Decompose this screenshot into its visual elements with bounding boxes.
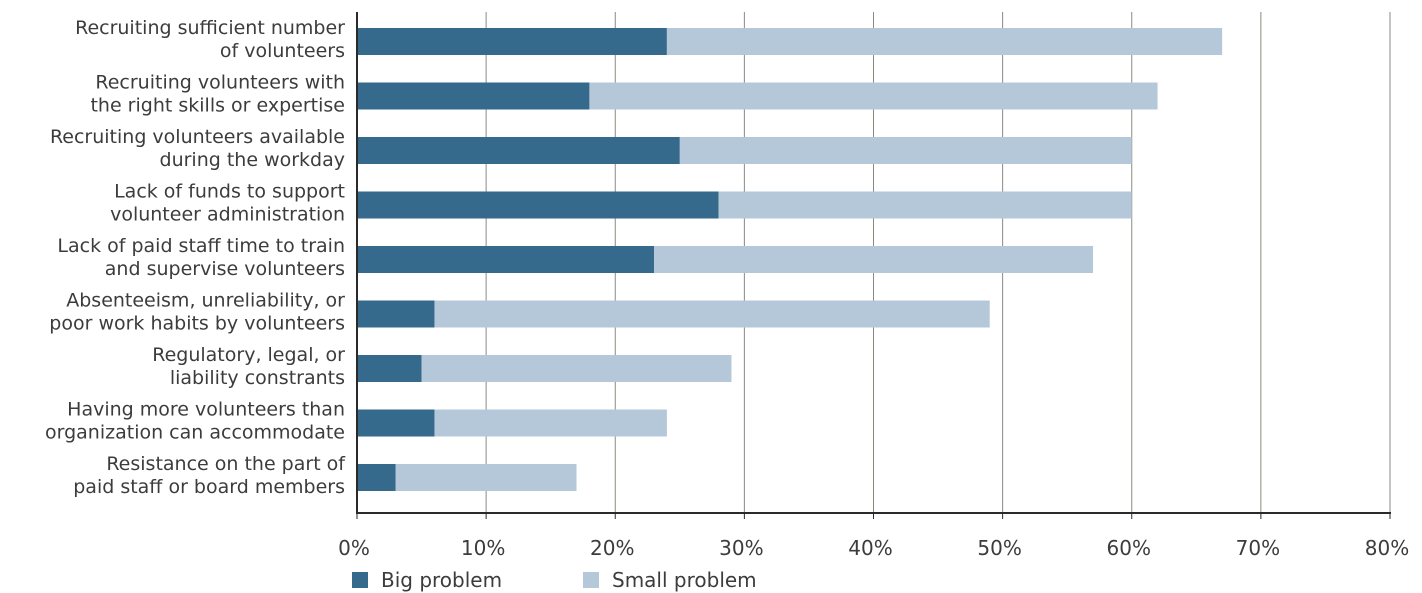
legend-swatch — [583, 572, 599, 588]
x-tick-label: 70% — [1236, 536, 1280, 560]
bar-small-problem — [421, 355, 732, 382]
bar-big-problem — [357, 300, 435, 328]
category-label: Recruiting volunteers with the right skil… — [90, 72, 345, 117]
bar-small-problem — [434, 409, 667, 437]
category-label: Lack of paid staff time to train and supe… — [57, 235, 345, 280]
bar-big-problem — [357, 82, 590, 110]
legend: Big problem Small problem — [352, 568, 757, 592]
legend-label: Big problem — [381, 568, 502, 592]
x-tick-label: 0% — [338, 536, 370, 560]
bar-big-problem — [357, 355, 422, 382]
bar-small-problem — [653, 246, 1094, 273]
category-label: Having more volunteers than organization … — [45, 399, 345, 444]
bars — [357, 28, 1223, 491]
bar-big-problem — [357, 28, 667, 55]
x-tick-label: 40% — [848, 536, 892, 560]
category-label: Recruiting volunteers available during th… — [50, 126, 345, 171]
bar-big-problem — [357, 246, 654, 273]
bar-small-problem — [718, 191, 1132, 219]
x-tick-labels: 0% 10% 20% 30% 40% 50% 60% 70% 80% — [338, 536, 1409, 560]
category-labels: Recruiting sufficient number of volunteer… — [45, 17, 346, 498]
axes — [356, 12, 1391, 519]
x-tick-label: 30% — [719, 536, 763, 560]
bar-small-problem — [679, 137, 1132, 164]
category-label: Recruiting sufficient number of volunteer… — [75, 17, 345, 62]
x-tick-label: 50% — [977, 536, 1021, 560]
category-label: Lack of funds to support volunteer admini… — [110, 181, 345, 226]
x-tick-label: 60% — [1107, 536, 1151, 560]
bar-big-problem — [357, 191, 719, 219]
bar-small-problem — [589, 82, 1158, 110]
category-label: Resistance on the part of paid staff or b… — [73, 453, 346, 498]
category-label: Regulatory, legal, or liability constrant… — [152, 344, 345, 389]
x-tick-label: 10% — [461, 536, 505, 560]
bar-small-problem — [666, 28, 1223, 55]
x-tick-label: 20% — [590, 536, 634, 560]
legend-swatch — [352, 572, 368, 588]
category-label: Absenteeism, unreliability, or poor work … — [49, 290, 345, 335]
bar-big-problem — [357, 137, 680, 164]
bar-big-problem — [357, 409, 435, 437]
legend-label: Small problem — [612, 568, 757, 592]
bar-big-problem — [357, 464, 396, 491]
x-tick-label: 80% — [1365, 536, 1409, 560]
bar-small-problem — [395, 464, 577, 491]
bar-small-problem — [434, 300, 990, 328]
